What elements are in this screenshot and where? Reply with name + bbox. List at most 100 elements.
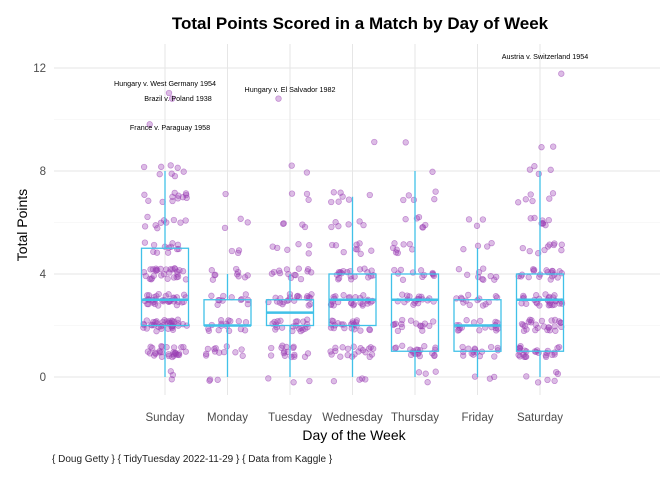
data-point xyxy=(307,300,314,308)
y-axis-title: Total Points xyxy=(14,189,30,261)
data-point xyxy=(176,267,183,274)
data-point xyxy=(405,192,412,199)
data-point xyxy=(332,293,339,300)
data-point xyxy=(406,240,413,248)
data-point xyxy=(547,166,554,173)
data-point xyxy=(465,216,473,223)
data-point xyxy=(539,220,547,227)
data-point xyxy=(242,291,249,298)
data-point xyxy=(409,246,416,253)
data-point xyxy=(330,378,338,385)
data-point xyxy=(297,275,305,283)
data-point xyxy=(556,268,563,275)
data-point xyxy=(548,317,555,324)
data-point xyxy=(335,274,343,282)
data-point xyxy=(145,197,152,204)
data-point xyxy=(357,327,364,334)
data-point xyxy=(335,198,342,205)
data-point xyxy=(554,274,561,281)
data-point xyxy=(455,266,463,273)
data-point xyxy=(173,302,181,309)
x-axis-ticks: Sunday Monday Tuesday Wednesday Thursday Frid… xyxy=(145,412,563,424)
data-point xyxy=(332,344,339,351)
chart-title: Total Points Scored in a Match by Day of… xyxy=(172,14,549,33)
data-point xyxy=(296,325,303,332)
data-point xyxy=(344,351,351,359)
data-point xyxy=(160,270,168,278)
data-point xyxy=(174,316,182,323)
data-point xyxy=(348,300,355,307)
data-point xyxy=(429,168,436,175)
data-point xyxy=(392,344,400,351)
data-point xyxy=(328,351,335,358)
data-point xyxy=(337,189,344,196)
data-point xyxy=(538,317,546,325)
box-iqr xyxy=(515,273,565,352)
data-point xyxy=(332,242,340,249)
x-tick-label: Thursday xyxy=(391,412,439,424)
data-point xyxy=(222,190,229,198)
data-point xyxy=(531,214,538,222)
data-point xyxy=(531,163,538,170)
data-point xyxy=(540,323,548,330)
data-point xyxy=(267,352,275,359)
data-point xyxy=(419,327,426,334)
data-point xyxy=(168,317,176,324)
data-point xyxy=(143,317,150,324)
data-point xyxy=(150,248,157,255)
data-point xyxy=(551,292,558,299)
data-point xyxy=(169,193,176,200)
data-point xyxy=(479,216,487,223)
y-axis-ticks: 0 4 8 12 xyxy=(33,63,46,384)
data-point xyxy=(519,244,526,252)
data-point xyxy=(521,322,529,330)
data-point xyxy=(350,343,357,350)
data-point xyxy=(227,317,234,325)
data-point xyxy=(525,274,532,281)
data-point xyxy=(237,325,245,333)
data-point xyxy=(366,353,373,361)
data-point xyxy=(228,247,236,255)
data-point xyxy=(340,248,347,256)
data-point xyxy=(398,323,406,331)
data-point xyxy=(283,266,291,273)
data-point xyxy=(526,247,533,255)
data-point xyxy=(144,213,151,221)
data-point xyxy=(203,350,210,358)
data-point xyxy=(214,376,221,383)
data-point xyxy=(152,350,159,357)
data-point xyxy=(180,168,187,175)
data-point xyxy=(168,170,175,177)
data-point xyxy=(558,247,565,254)
data-point xyxy=(482,301,489,308)
data-point xyxy=(208,267,215,274)
data-point xyxy=(291,271,298,279)
data-point xyxy=(544,376,551,384)
boxes-layer xyxy=(140,171,565,377)
data-point xyxy=(238,346,245,353)
data-point xyxy=(305,196,312,203)
data-point xyxy=(545,216,552,224)
data-point xyxy=(167,368,174,375)
data-point xyxy=(368,351,376,358)
data-point xyxy=(275,95,282,102)
data-point xyxy=(233,265,240,273)
data-point xyxy=(518,271,526,278)
data-point xyxy=(479,275,486,283)
data-point xyxy=(523,326,530,333)
data-point xyxy=(163,219,170,226)
data-point xyxy=(330,302,337,309)
data-point xyxy=(303,190,311,198)
data-point xyxy=(304,350,312,357)
data-point xyxy=(268,344,275,352)
data-point xyxy=(154,266,161,273)
data-point xyxy=(244,272,251,279)
data-point xyxy=(426,322,433,330)
data-point xyxy=(391,240,398,247)
data-point xyxy=(306,377,313,385)
data-point xyxy=(536,302,543,309)
data-point xyxy=(460,246,467,253)
data-point xyxy=(551,377,558,385)
data-point xyxy=(288,190,296,197)
data-point xyxy=(354,246,361,253)
